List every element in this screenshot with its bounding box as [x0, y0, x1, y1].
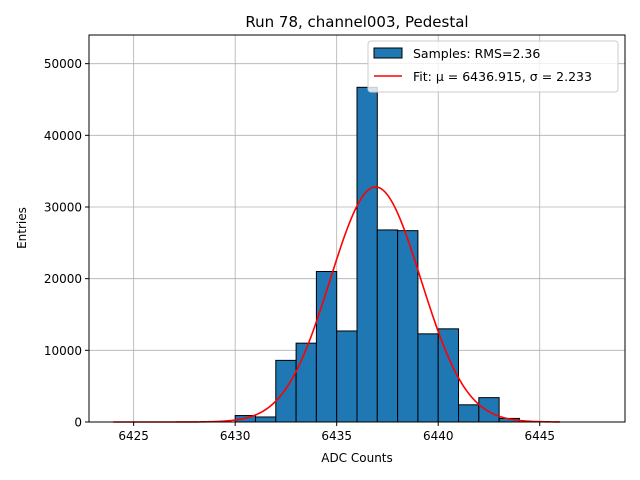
- histogram-bar: [458, 404, 480, 423]
- histogram-bar: [417, 333, 439, 423]
- legend: Samples: RMS=2.36 Fit: μ = 6436.915, σ =…: [367, 40, 619, 93]
- x-tick-label: 6430: [220, 429, 251, 443]
- legend-fit-label: Fit: μ = 6436.915, σ = 2.233: [413, 69, 592, 84]
- y-axis-label: Entries: [15, 207, 29, 249]
- chart-title: Run 78, channel003, Pedestal: [245, 13, 468, 31]
- histogram-bar: [275, 359, 297, 423]
- y-tick-label: 20000: [44, 272, 82, 286]
- histogram-bar: [478, 397, 500, 423]
- histogram-bars: [234, 86, 520, 423]
- histogram-bar: [356, 86, 378, 423]
- x-tick-label: 6425: [118, 429, 149, 443]
- histogram-bar: [254, 416, 277, 423]
- x-tick-label: 6440: [423, 429, 454, 443]
- x-axis-label: ADC Counts: [321, 451, 393, 465]
- histogram-bar: [437, 328, 460, 423]
- histogram-bar: [376, 229, 399, 423]
- legend-histogram-label: Samples: RMS=2.36: [413, 46, 540, 61]
- y-tick-label: 50000: [44, 57, 82, 71]
- histogram-bar: [336, 330, 358, 423]
- legend-histogram-swatch: [373, 47, 403, 59]
- histogram-bar: [295, 342, 317, 423]
- histogram-bar: [315, 271, 338, 423]
- y-tick-label: 40000: [44, 129, 82, 143]
- y-tick-label: 30000: [44, 201, 82, 215]
- legend-box: [367, 40, 619, 93]
- y-axis-ticks: 0 10000 20000 30000 40000 50000: [44, 57, 89, 430]
- y-tick-label: 0: [74, 416, 82, 430]
- y-tick-label: 10000: [44, 344, 82, 358]
- x-axis-ticks: 6425 6430 6435 6440 6445: [118, 422, 555, 443]
- x-tick-label: 6445: [524, 429, 555, 443]
- plot-frame: [88, 34, 626, 423]
- x-tick-label: 6435: [321, 429, 352, 443]
